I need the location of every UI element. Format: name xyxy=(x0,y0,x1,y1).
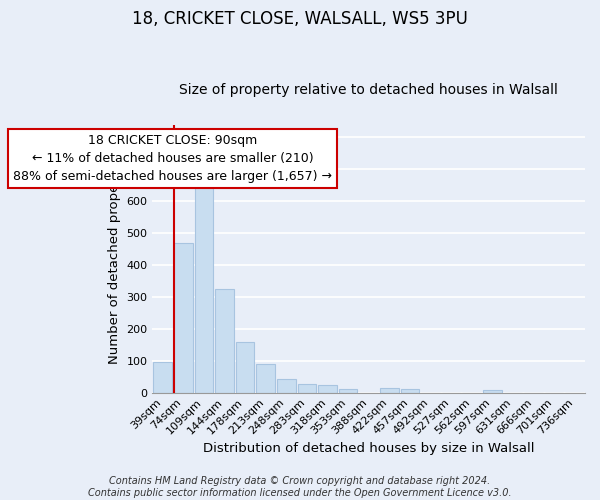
Bar xyxy=(380,388,398,392)
Bar xyxy=(194,187,213,392)
Bar xyxy=(215,289,234,393)
Y-axis label: Number of detached properties: Number of detached properties xyxy=(108,154,121,364)
Bar xyxy=(236,342,254,392)
Bar xyxy=(298,384,316,392)
Bar xyxy=(483,390,502,392)
Text: 18, CRICKET CLOSE, WALSALL, WS5 3PU: 18, CRICKET CLOSE, WALSALL, WS5 3PU xyxy=(132,10,468,28)
Bar xyxy=(256,364,275,392)
Title: Size of property relative to detached houses in Walsall: Size of property relative to detached ho… xyxy=(179,83,558,97)
Bar xyxy=(277,379,296,392)
Bar xyxy=(318,385,337,392)
Text: Contains HM Land Registry data © Crown copyright and database right 2024.
Contai: Contains HM Land Registry data © Crown c… xyxy=(88,476,512,498)
Bar xyxy=(174,242,193,392)
Bar xyxy=(401,389,419,392)
Bar xyxy=(339,389,358,392)
X-axis label: Distribution of detached houses by size in Walsall: Distribution of detached houses by size … xyxy=(203,442,535,455)
Bar xyxy=(154,362,172,392)
Text: 18 CRICKET CLOSE: 90sqm
← 11% of detached houses are smaller (210)
88% of semi-d: 18 CRICKET CLOSE: 90sqm ← 11% of detache… xyxy=(13,134,332,183)
